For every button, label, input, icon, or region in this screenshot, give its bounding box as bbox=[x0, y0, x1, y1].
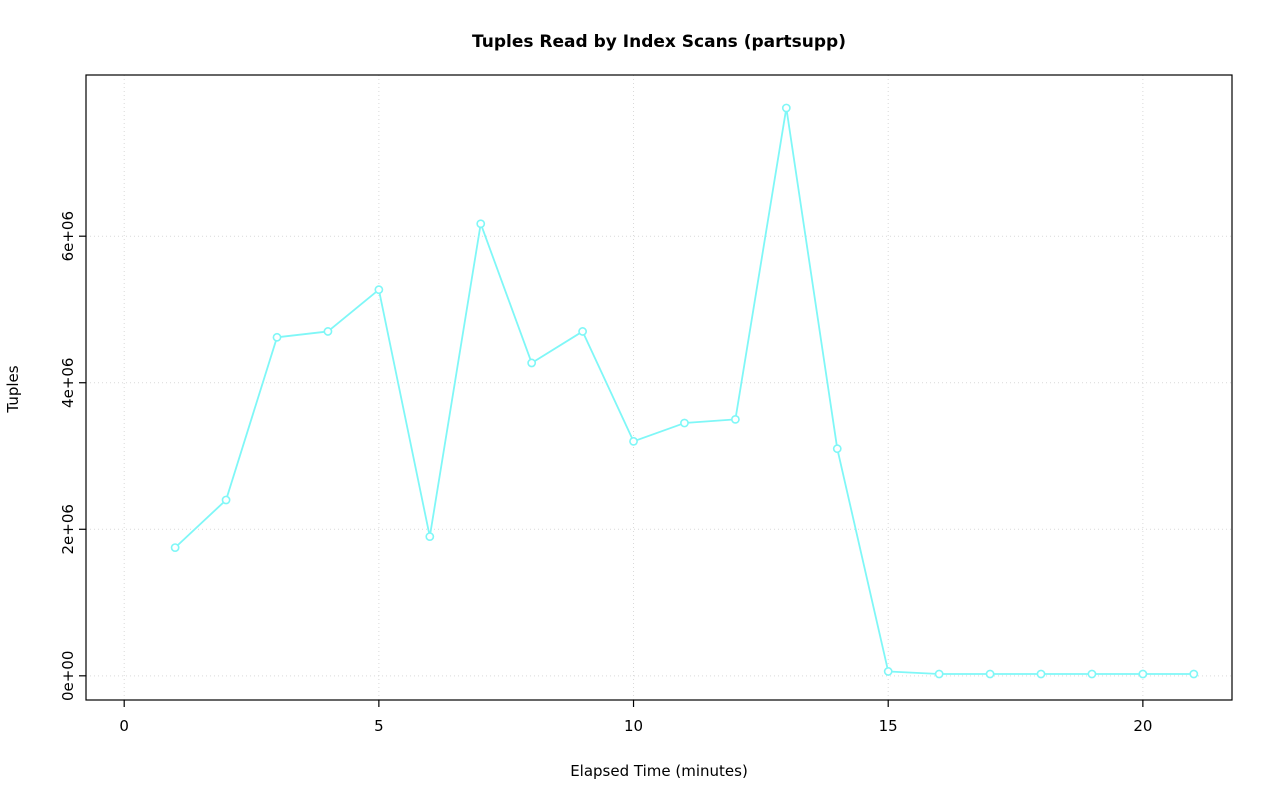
data-point bbox=[1189, 669, 1199, 679]
x-tick-label: 20 bbox=[1133, 717, 1152, 735]
data-point bbox=[221, 495, 231, 505]
data-point bbox=[476, 219, 486, 229]
x-axis-label: Elapsed Time (minutes) bbox=[570, 762, 748, 780]
data-point bbox=[1036, 669, 1046, 679]
chart-title: Tuples Read by Index Scans (partsupp) bbox=[472, 32, 846, 52]
data-point bbox=[527, 358, 537, 368]
data-point bbox=[425, 532, 435, 542]
data-point bbox=[731, 414, 740, 424]
data-point bbox=[781, 103, 791, 113]
data-point bbox=[629, 436, 638, 446]
x-tick-label: 15 bbox=[879, 717, 898, 735]
x-tick-label: 5 bbox=[374, 717, 384, 735]
y-tick-label: 6e+06 bbox=[59, 211, 77, 261]
y-tick-label: 0e+00 bbox=[59, 651, 77, 701]
series-line bbox=[174, 107, 1195, 675]
data-point bbox=[680, 418, 689, 428]
data-point bbox=[934, 669, 944, 679]
y-tick-label: 4e+06 bbox=[59, 358, 77, 408]
data-point bbox=[170, 543, 180, 552]
x-tick-label: 0 bbox=[119, 717, 129, 735]
data-point bbox=[578, 327, 587, 336]
data-point bbox=[1087, 669, 1097, 679]
y-tick-label: 2e+06 bbox=[59, 504, 77, 554]
data-point bbox=[272, 332, 282, 342]
y-axis-label: Tuples bbox=[4, 365, 22, 413]
data-point bbox=[1138, 669, 1148, 679]
data-point bbox=[883, 667, 893, 676]
data-point bbox=[832, 444, 842, 454]
data-point bbox=[985, 669, 995, 679]
plot-box bbox=[85, 74, 1233, 701]
data-point bbox=[323, 327, 333, 336]
data-point bbox=[374, 285, 384, 295]
x-tick-label: 10 bbox=[624, 717, 643, 735]
